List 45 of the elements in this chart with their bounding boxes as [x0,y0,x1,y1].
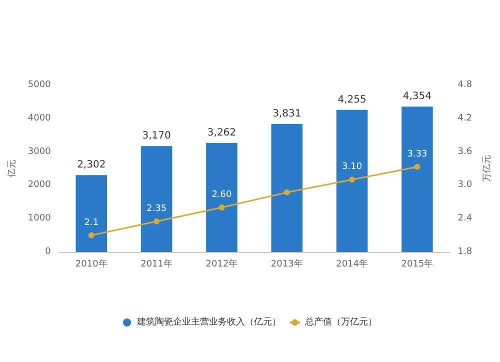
bar [402,106,433,252]
point [218,204,225,210]
point [284,189,290,196]
point [349,176,356,183]
y2-tick-label: 1.8 [458,247,472,257]
data-label: 3,831 [272,108,302,120]
data-label: 2,302 [77,160,106,171]
data-label: 3,262 [207,128,236,139]
x-tick-label: 2012年 [206,258,238,270]
y2-tick-label: 4.8 [458,80,472,90]
y-axis-title: 亿元 [6,160,18,178]
data-label: 4,255 [338,94,366,106]
y2-tick-label: 4.2 [458,113,472,124]
y-tick-label: 5000 [28,80,52,90]
bar [336,110,368,252]
bar [140,146,172,252]
data-label: 2.35 [146,204,167,214]
data-label: 2.60 [212,190,232,200]
point [414,164,420,170]
legend-label: 建筑陶瓷企业主营业务收入（亿元） [136,316,281,328]
y-tick-label: 3000 [28,146,52,157]
bar [271,124,303,252]
x-tick-label: 2015年 [401,258,434,270]
data-label: 4,354 [402,91,432,102]
legend-label: 总产值（万亿元） [304,316,377,328]
bar [206,143,238,252]
data-label: 3.10 [342,162,362,172]
point [88,232,94,238]
y-tick-label: 4000 [28,113,52,124]
y-tick-label: 2000 [28,180,52,190]
x-tick-label: 2013年 [270,258,303,270]
y2-tick-label: 3.6 [458,146,472,157]
x-tick-label: 2011年 [140,258,173,270]
y-tick-label: 1000 [28,214,52,224]
y-tick-label: 0 [45,247,52,257]
data-label: 3.33 [407,149,428,160]
x-tick-label: 2014年 [336,258,368,270]
bar [76,175,108,252]
y2-axis-title: 万亿元 [482,155,492,182]
point [154,218,160,224]
y2-tick-label: 3.0 [458,180,472,190]
y2-tick-label: 2.4 [458,214,472,224]
data-label: 2.1 [84,218,99,228]
data-label: 3,170 [142,130,171,142]
x-tick-label: 2010年 [75,258,108,270]
